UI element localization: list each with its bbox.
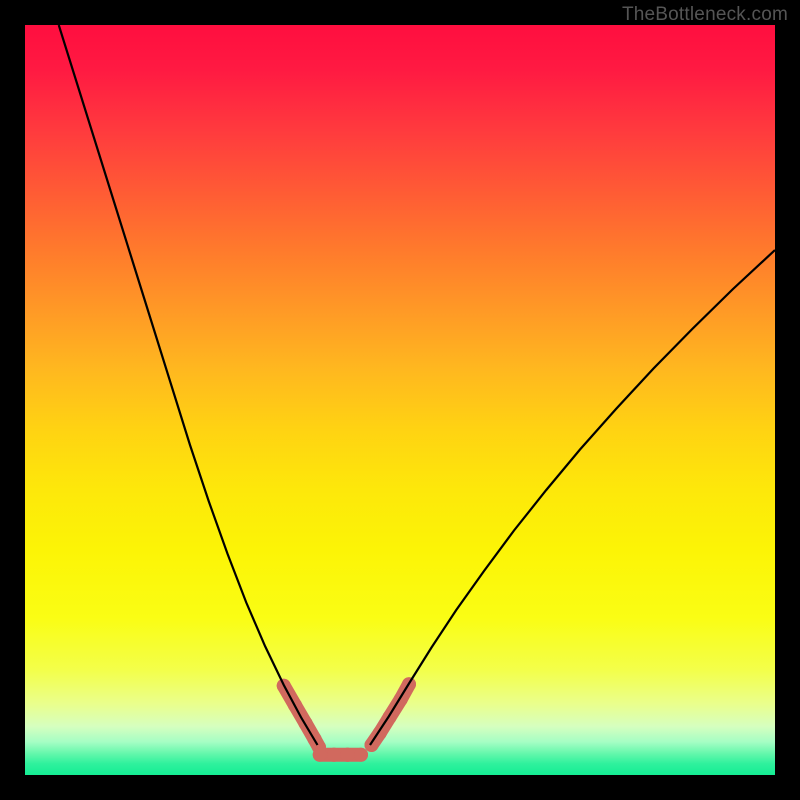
watermark-text: TheBottleneck.com	[622, 4, 788, 26]
curve-left	[59, 25, 318, 745]
curve-right	[370, 250, 775, 745]
highlight-dot	[341, 748, 355, 762]
highlight-dot	[327, 748, 341, 762]
chart-container: TheBottleneck.com	[0, 0, 800, 800]
curve-layer	[25, 25, 775, 775]
highlight-dot	[354, 748, 368, 762]
highlight-dot	[365, 738, 379, 752]
plot-area	[25, 25, 775, 775]
highlight-dot	[313, 748, 327, 762]
